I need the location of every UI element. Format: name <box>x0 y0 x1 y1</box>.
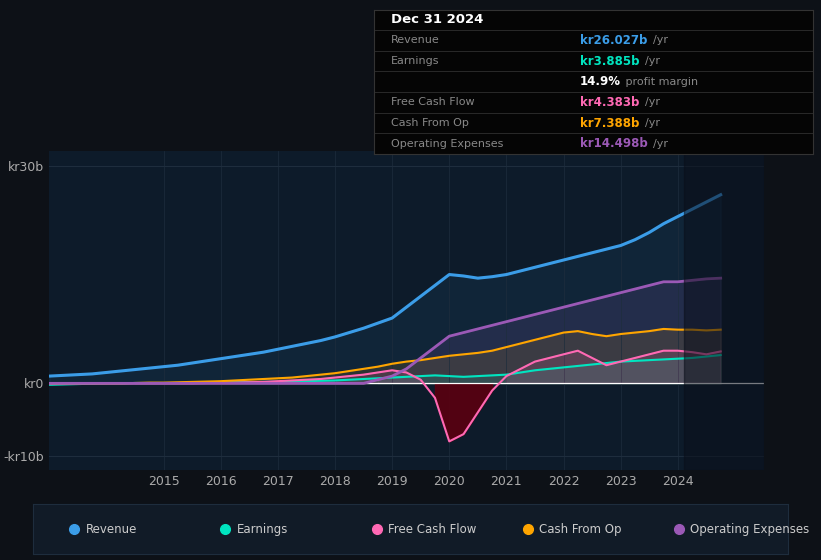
Text: kr7.388b: kr7.388b <box>580 116 640 129</box>
Text: kr3.885b: kr3.885b <box>580 55 640 68</box>
Text: /yr: /yr <box>645 118 660 128</box>
Text: profit margin: profit margin <box>621 77 698 87</box>
Text: /yr: /yr <box>645 97 660 108</box>
Text: Earnings: Earnings <box>236 522 288 536</box>
Text: Dec 31 2024: Dec 31 2024 <box>391 13 484 26</box>
Text: Revenue: Revenue <box>85 522 137 536</box>
Text: Operating Expenses: Operating Expenses <box>690 522 810 536</box>
Text: Revenue: Revenue <box>391 35 440 45</box>
Text: Cash From Op: Cash From Op <box>391 118 469 128</box>
Text: Free Cash Flow: Free Cash Flow <box>391 97 475 108</box>
Text: kr4.383b: kr4.383b <box>580 96 640 109</box>
Text: Cash From Op: Cash From Op <box>539 522 621 536</box>
Text: kr26.027b: kr26.027b <box>580 34 648 47</box>
Text: 14.9%: 14.9% <box>580 75 621 88</box>
Text: kr14.498b: kr14.498b <box>580 137 648 150</box>
Text: Free Cash Flow: Free Cash Flow <box>388 522 476 536</box>
Bar <box>684 151 764 470</box>
Text: Operating Expenses: Operating Expenses <box>391 139 503 149</box>
Text: Earnings: Earnings <box>391 56 439 66</box>
Text: /yr: /yr <box>645 56 660 66</box>
Text: /yr: /yr <box>654 139 668 149</box>
Text: /yr: /yr <box>654 35 668 45</box>
